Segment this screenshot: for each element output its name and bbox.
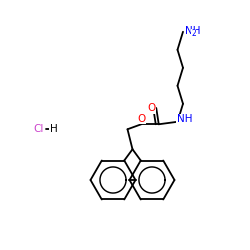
Text: Cl: Cl	[34, 124, 44, 134]
Text: NH: NH	[177, 114, 192, 124]
Text: O: O	[148, 103, 156, 113]
Text: H: H	[50, 124, 58, 134]
Text: 2: 2	[191, 29, 196, 38]
Text: NH: NH	[185, 26, 200, 36]
Text: O: O	[137, 114, 145, 124]
